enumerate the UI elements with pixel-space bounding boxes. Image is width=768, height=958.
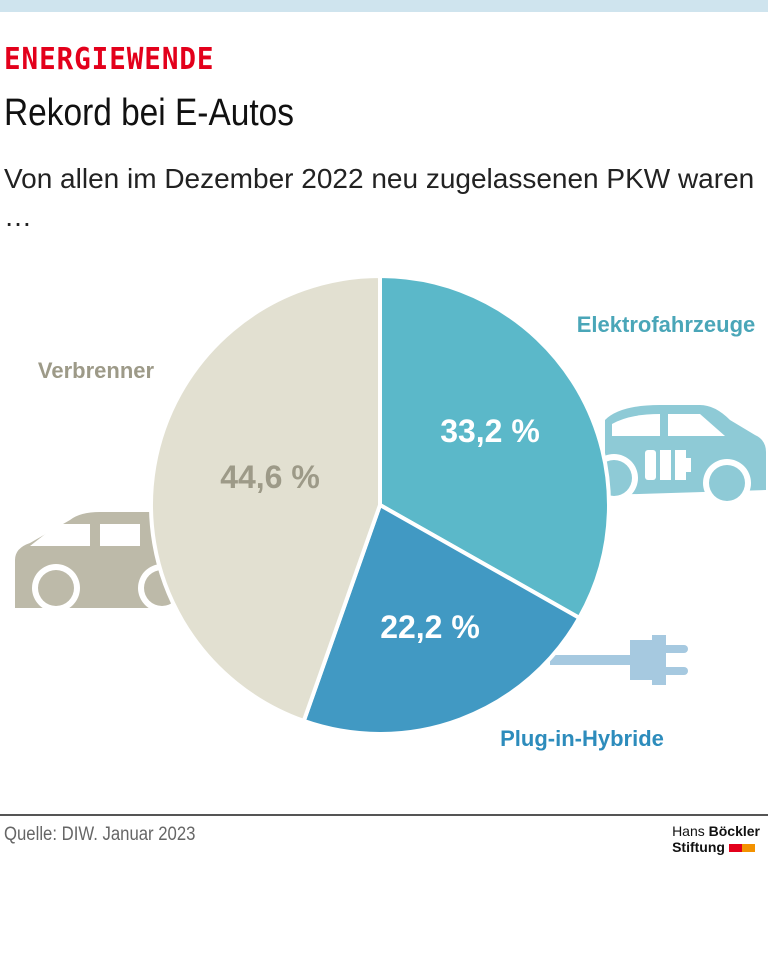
electric-car-icon <box>590 405 766 507</box>
category-label: Elektrofahrzeuge <box>577 312 756 337</box>
page-title: Rekord bei E-Autos <box>4 92 294 134</box>
value-label: 44,6 % <box>220 459 320 495</box>
pie-slice-verbrenner <box>149 274 382 723</box>
category-label: Verbrenner <box>38 358 155 383</box>
logo-text-stiftung: Stiftung <box>672 839 725 855</box>
logo-red-square <box>728 844 742 853</box>
top-bar <box>0 0 768 12</box>
logo: Hans Böckler Stiftung <box>672 823 760 855</box>
logo-orange-square <box>741 844 755 853</box>
pie-slice-plug-in-hybride <box>301 503 582 736</box>
subtitle: Von allen im Dezember 2022 neu zugelasse… <box>4 163 755 232</box>
source-note: Quelle: DIW. Januar 2023 <box>4 824 196 845</box>
logo-text-boeckler: Böckler <box>708 823 760 839</box>
value-label: 22,2 % <box>380 609 480 645</box>
logo-text-hans: Hans <box>672 823 709 839</box>
value-label: 33,2 % <box>440 413 540 449</box>
plug-icon <box>550 635 688 685</box>
kicker: ENERGIEWENDE <box>4 42 215 77</box>
pie-slice-elektrofahrzeuge <box>378 274 611 620</box>
footer-divider <box>0 814 768 816</box>
category-label: Plug-in-Hybride <box>500 726 664 751</box>
